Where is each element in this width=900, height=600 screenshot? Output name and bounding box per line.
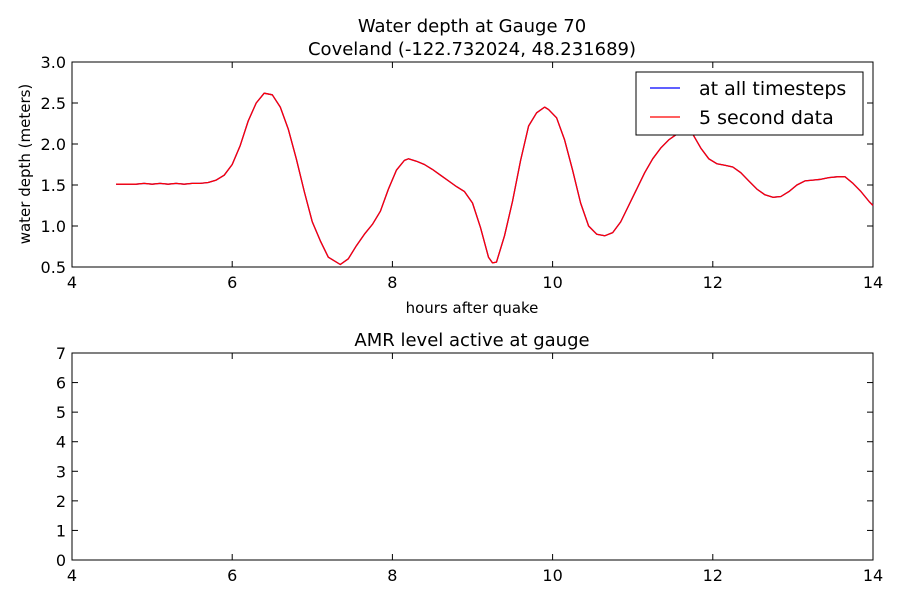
- y-tick-label: 3.0: [41, 53, 66, 72]
- x-tick-label: 12: [703, 566, 723, 585]
- x-tick-label: 14: [863, 566, 883, 585]
- x-tick-label: 4: [67, 273, 77, 292]
- y-tick-label: 7: [56, 344, 66, 363]
- legend: at all timesteps 5 second data: [635, 71, 864, 136]
- x-tick-label: 8: [387, 273, 397, 292]
- x-tick-label: 12: [703, 273, 723, 292]
- legend-label-5-second: 5 second data: [699, 107, 834, 129]
- y-tick-label: 2: [56, 492, 66, 511]
- amr-level-panel: AMR level active at gauge 4 6 8 10 12 1401234…: [56, 330, 883, 585]
- tick-group: 4 6 8 10 12 14 0.5 1.0 1.5 2.0 2.5 3.0: [41, 53, 884, 292]
- plot-area: [71, 352, 874, 561]
- y-tick-label: 5: [56, 403, 66, 422]
- y-axis-label: water depth (meters): [16, 84, 34, 245]
- x-tick-label: 6: [227, 566, 237, 585]
- chart-title: Water depth at Gauge 70: [358, 16, 586, 37]
- plot-area: [71, 61, 874, 268]
- x-tick-label: 10: [542, 273, 562, 292]
- x-axis-label: hours after quake: [406, 299, 539, 317]
- water-depth-panel: Water depth at Gauge 70 Coveland (-122.7…: [16, 16, 883, 317]
- chart-title: AMR level active at gauge: [354, 330, 589, 351]
- y-tick-label: 6: [56, 374, 66, 393]
- x-tick-label: 6: [227, 273, 237, 292]
- y-tick-label: 4: [56, 433, 66, 452]
- y-tick-label: 2.0: [41, 135, 66, 154]
- y-tick-label: 1.5: [41, 176, 66, 195]
- y-tick-label: 2.5: [41, 94, 66, 113]
- y-tick-label: 0: [56, 551, 66, 570]
- x-tick-label: 14: [863, 273, 883, 292]
- legend-label-all-timesteps: at all timesteps: [699, 78, 846, 100]
- series-line-5-second: [116, 92, 874, 266]
- y-tick-label: 1: [56, 521, 66, 540]
- x-tick-label: 4: [67, 566, 77, 585]
- y-tick-label: 0.5: [41, 258, 66, 277]
- x-tick-label: 8: [387, 566, 397, 585]
- x-tick-label: 10: [542, 566, 562, 585]
- series-group: [116, 92, 874, 266]
- chart-subtitle: Coveland (-122.732024, 48.231689): [308, 39, 636, 60]
- legend-box: [635, 71, 864, 136]
- y-tick-label: 3: [56, 462, 66, 481]
- y-tick-label: 1.0: [41, 217, 66, 236]
